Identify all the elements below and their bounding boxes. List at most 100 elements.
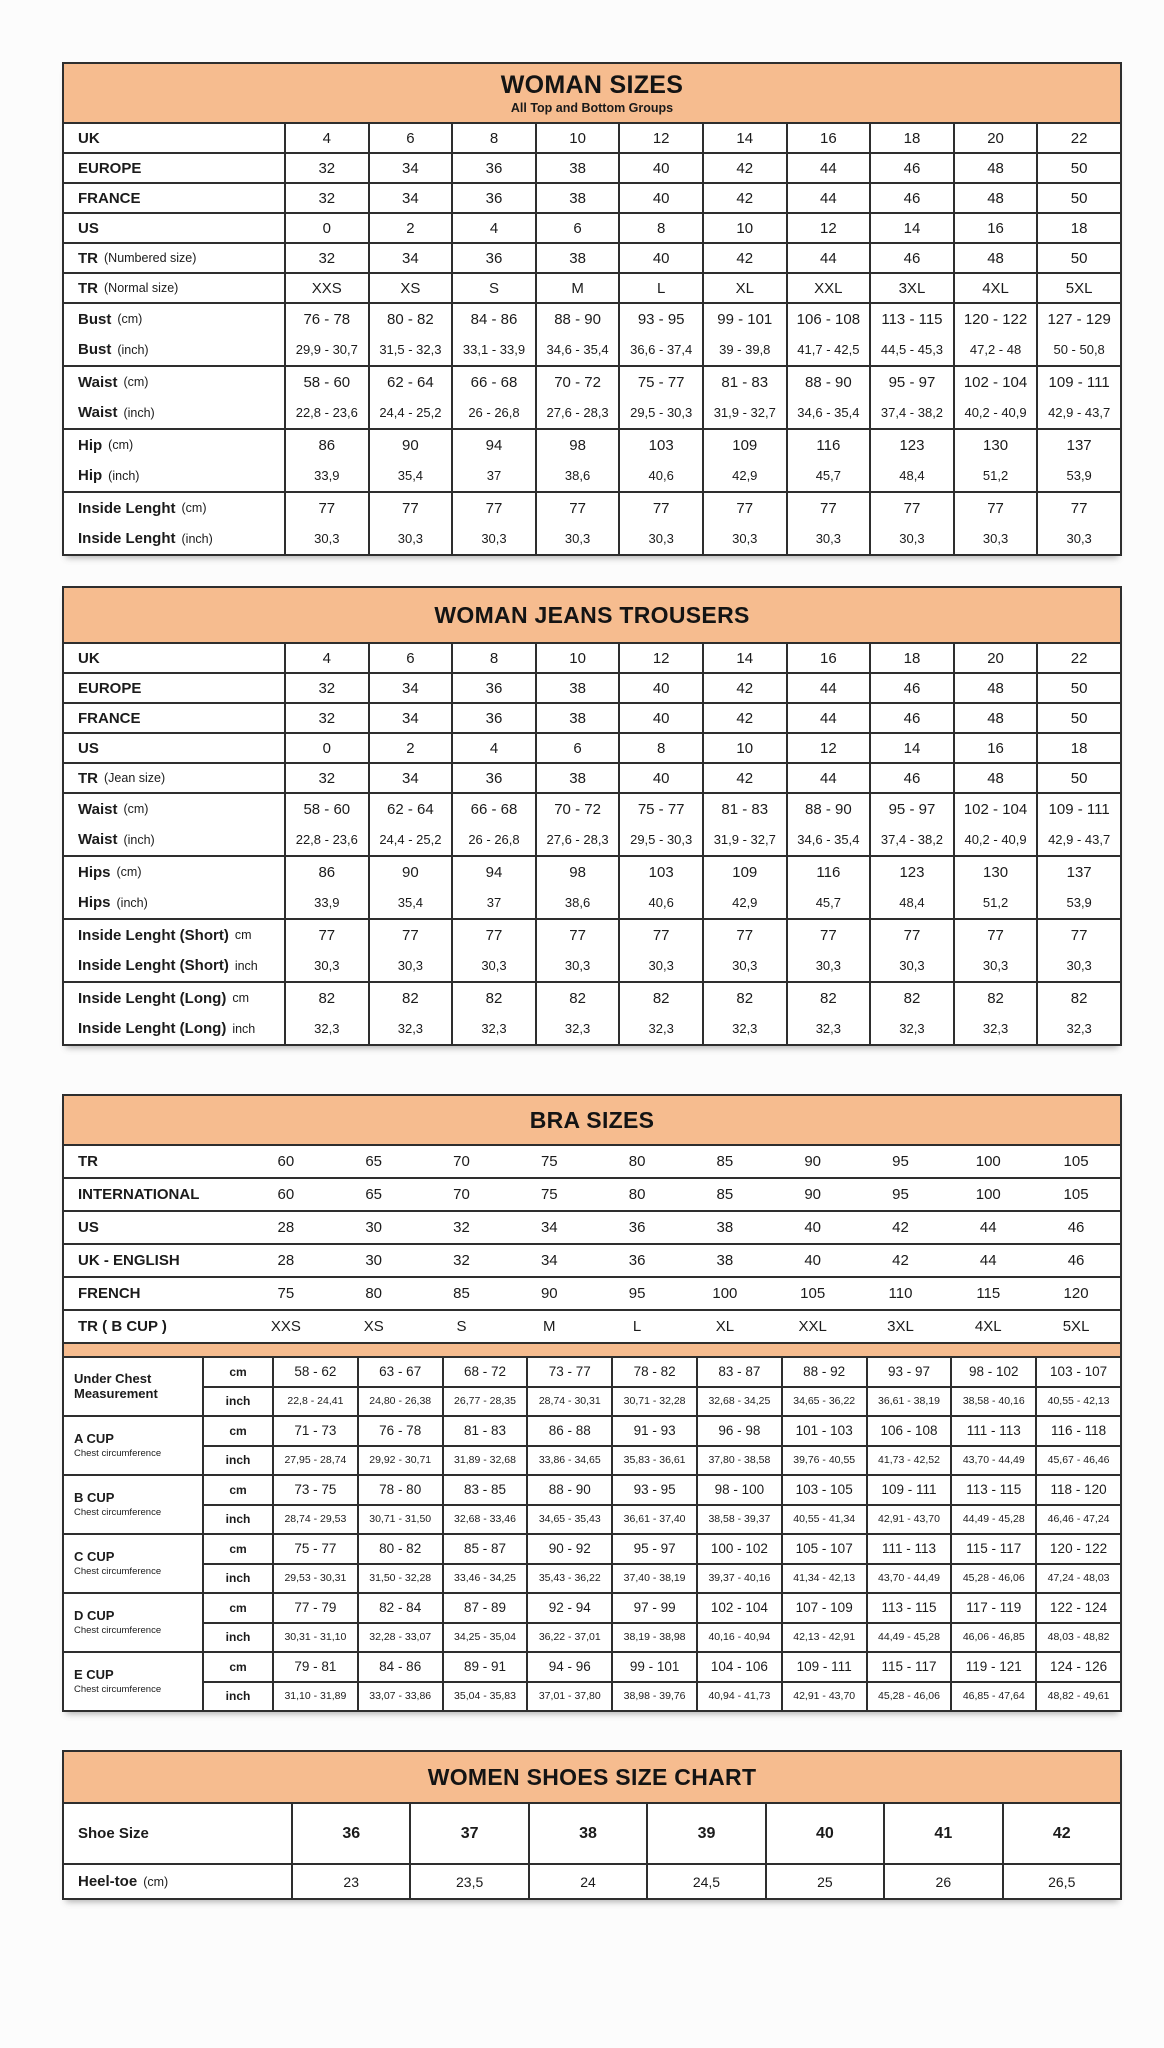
value-cell: 32 bbox=[284, 674, 368, 702]
shoes-size-table: WOMEN SHOES SIZE CHART Shoe Size 36 37 38 39… bbox=[62, 1750, 1122, 1900]
value-line: 37,4 - 38,2 bbox=[880, 832, 944, 848]
value-cell: 88 - 90 34,6 - 35,4 bbox=[785, 367, 870, 428]
group-label-line: Inside Lenght (Short) inch bbox=[78, 951, 284, 982]
value-cell: 104 - 106 bbox=[695, 1653, 781, 1681]
value-cell: 10 bbox=[534, 124, 619, 152]
value-cell: 22 bbox=[1036, 644, 1120, 672]
value-cell: 92 - 94 bbox=[526, 1594, 611, 1622]
value-cell: 102 - 104 bbox=[695, 1594, 781, 1622]
value-cell: 80 bbox=[365, 1285, 383, 1302]
value-line: 31,5 - 32,3 bbox=[379, 342, 442, 358]
value-cell: 82 32,3 bbox=[618, 983, 702, 1044]
value-cell: 82 32,3 bbox=[284, 983, 368, 1044]
value-cell: 23,5 bbox=[409, 1865, 527, 1898]
value-cell: 115 - 117 bbox=[950, 1535, 1035, 1563]
value-line: 109 bbox=[732, 863, 758, 881]
table-title: BRA SIZES bbox=[529, 1106, 655, 1133]
value-line: 77 bbox=[1070, 499, 1088, 517]
value-line: 88 - 90 bbox=[554, 310, 601, 328]
cup-name: Under Chest Measurement bbox=[74, 1370, 158, 1401]
value-cell: 93 - 95 36,6 - 37,4 bbox=[618, 304, 702, 365]
group-label-line: Inside Lenght (Long) cm bbox=[78, 983, 284, 1014]
value-cell: 10 bbox=[701, 734, 786, 762]
value-line: 45,7 bbox=[815, 895, 842, 911]
row-label: FRENCH bbox=[64, 1278, 242, 1309]
value-cell: 77 30,3 bbox=[618, 920, 702, 981]
value-cell: 6 bbox=[534, 734, 619, 762]
value-cell: 75 bbox=[540, 1186, 558, 1203]
cup-measure-row: cm 71 - 73 76 - 78 81 - 83 86 - 88 91 - 93 96 … bbox=[202, 1417, 1120, 1445]
value-line: 90 bbox=[402, 436, 419, 454]
value-cell: 86 33,9 bbox=[284, 430, 368, 491]
value-line: 32,3 bbox=[815, 1021, 842, 1037]
value-line: 98 bbox=[569, 863, 586, 881]
value-cell: 42 bbox=[701, 184, 786, 212]
value-cell: 47,24 - 48,03 bbox=[1035, 1564, 1120, 1592]
value-cell: XL bbox=[701, 274, 786, 302]
value-line: 82 bbox=[485, 989, 503, 1007]
group-label-line: Waist (cm) bbox=[78, 794, 284, 825]
value-cell: 62 - 64 24,4 - 25,2 bbox=[367, 794, 452, 855]
value-cell: 73 - 75 bbox=[272, 1476, 357, 1504]
value-line: 32,3 bbox=[732, 1021, 758, 1037]
value-line: 31,9 - 32,7 bbox=[713, 405, 776, 421]
value-line: 82 bbox=[820, 989, 837, 1007]
value-cell: 77 30,3 bbox=[701, 493, 786, 554]
value-cell: 95 - 97 bbox=[611, 1535, 696, 1563]
table-row: US 0 2 4 6 8 10 12 14 16 18 bbox=[62, 732, 1122, 764]
value-line: 33,9 bbox=[314, 468, 340, 484]
value-cell: 68 - 72 bbox=[441, 1358, 527, 1386]
value-cell: 38 bbox=[534, 704, 619, 732]
value-cell: 32 bbox=[284, 704, 368, 732]
row-label: INTERNATIONAL bbox=[64, 1179, 242, 1210]
value-cell: 82 - 84 bbox=[356, 1594, 442, 1622]
value-cell: 3XL bbox=[887, 1318, 914, 1335]
value-cell: 95 bbox=[892, 1153, 909, 1170]
row-label-text: Waist bbox=[78, 404, 118, 422]
value-cell: 2 bbox=[367, 734, 452, 762]
cup-label: D CUP Chest circumference bbox=[64, 1594, 202, 1651]
value-cell: 60 bbox=[277, 1186, 295, 1203]
value-cell: 22 bbox=[1036, 124, 1120, 152]
value-cell: 77 30,3 bbox=[367, 920, 452, 981]
row-label: EUROPE bbox=[64, 154, 284, 182]
value-cell: 77 30,3 bbox=[284, 493, 368, 554]
value-cell: 36 bbox=[291, 1804, 409, 1863]
value-line: 76 - 78 bbox=[303, 310, 351, 328]
unit-label: cm bbox=[202, 1653, 272, 1681]
row-label-text: TR ( B CUP ) bbox=[78, 1318, 167, 1335]
value-cell: 36 bbox=[628, 1219, 646, 1236]
value-cell: 120 bbox=[1063, 1285, 1089, 1302]
cup-subtitle: Chest circumference bbox=[74, 1624, 162, 1636]
cup-measure-row: inch 31,10 - 31,89 33,07 - 33,86 35,04 - 35… bbox=[202, 1680, 1120, 1710]
row-label-note: inch bbox=[234, 958, 258, 973]
bra-row: US 28 30 32 34 36 38 40 42 44 46 bbox=[62, 1210, 1122, 1245]
row-label-text: Inside Lenght (Long) bbox=[78, 989, 227, 1007]
row-label: Shoe Size bbox=[64, 1804, 291, 1863]
value-cell: 90 35,4 bbox=[367, 857, 452, 918]
row-label-note: (cm) bbox=[117, 312, 143, 327]
value-cell: 34 bbox=[540, 1219, 558, 1236]
value-cell: 75 - 77 29,5 - 30,3 bbox=[618, 794, 702, 855]
value-cell: 40,16 - 40,94 bbox=[695, 1623, 781, 1651]
value-line: 82 bbox=[318, 989, 336, 1007]
row-label-text: US bbox=[78, 1219, 99, 1236]
row-label-note: (inch) bbox=[123, 832, 155, 847]
value-cell: 28,74 - 29,53 bbox=[272, 1505, 357, 1533]
cup-group: Under Chest Measurement cm 58 - 62 63 - 67 6… bbox=[62, 1356, 1122, 1417]
value-cell: 130 51,2 bbox=[952, 857, 1037, 918]
value-line: 30,3 bbox=[1066, 958, 1092, 974]
value-line: 98 bbox=[569, 436, 586, 454]
value-line: 30,3 bbox=[732, 531, 758, 547]
value-cell: 95 - 97 37,4 - 38,2 bbox=[869, 367, 953, 428]
cup-group: E CUP Chest circumference cm 79 - 81 84 - 86… bbox=[62, 1651, 1122, 1712]
value-line: 40,6 bbox=[648, 895, 674, 911]
table-row: TR (Numbered size) 32 34 36 38 40 42 44 46 48 50 bbox=[62, 242, 1122, 274]
row-group: Inside Lenght (Long) cm Inside Lenght (Lon… bbox=[62, 981, 1122, 1046]
value-line: 26 - 26,8 bbox=[468, 832, 520, 848]
value-cell: 86 33,9 bbox=[284, 857, 368, 918]
value-line: 32,3 bbox=[564, 1021, 591, 1037]
bra-row: TR ( B CUP ) XXS XS S M L XL XXL 3XL 4XL 5XL bbox=[62, 1309, 1122, 1344]
value-line: 58 - 60 bbox=[303, 373, 351, 391]
value-cell: 32,68 - 34,25 bbox=[695, 1387, 781, 1415]
